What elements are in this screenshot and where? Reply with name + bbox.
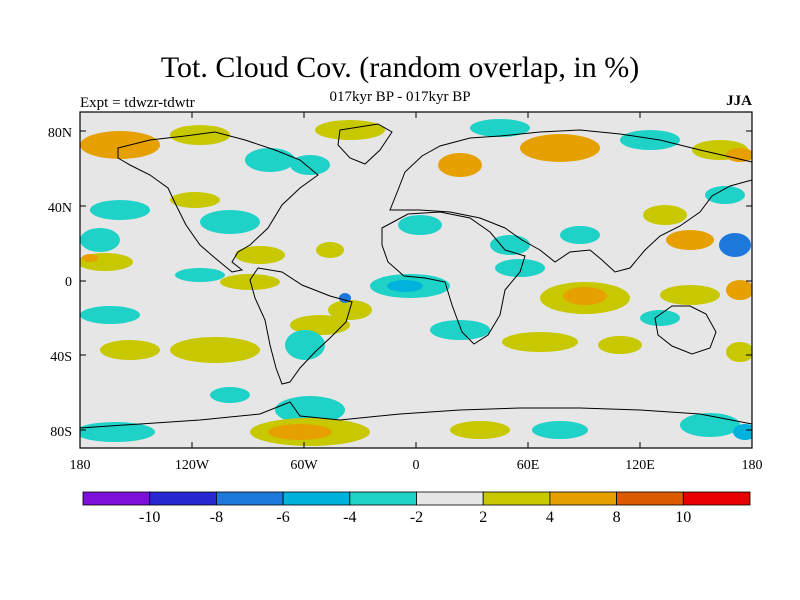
- axis-ticks: [79, 112, 753, 448]
- colorbar-label: -8: [210, 509, 223, 526]
- coastline-antarctica: [80, 401, 752, 429]
- coastline-north-america: [117, 131, 319, 273]
- anomaly-patch: [80, 422, 155, 442]
- anomaly-patch: [733, 424, 752, 440]
- anomaly-patch: [275, 396, 345, 424]
- anomaly-patch: [520, 134, 600, 162]
- lon-label: 120W: [175, 458, 210, 473]
- coastline-eurasia: [389, 129, 752, 273]
- anomaly-patch: [470, 119, 530, 137]
- anomaly-patch: [643, 205, 687, 225]
- lon-label: 0: [413, 458, 420, 473]
- anomaly-patch: [726, 148, 752, 162]
- anomaly-patch: [450, 421, 510, 439]
- anomaly-patch: [315, 120, 385, 140]
- anomaly-patch: [640, 310, 680, 326]
- experiment-label: Expt = tdwzr-tdwtr: [80, 95, 195, 111]
- colorbar-swatch: [349, 491, 417, 506]
- anomaly-patch: [620, 130, 680, 150]
- anomaly-patch: [430, 320, 490, 340]
- colorbar-label: 8: [613, 509, 621, 526]
- anomaly-patch: [495, 259, 545, 277]
- anomaly-patch: [170, 192, 220, 208]
- anomaly-patch: [90, 200, 150, 220]
- anomaly-patch: [726, 342, 752, 362]
- colorbar-label: -6: [276, 509, 289, 526]
- colorbar-label: 10: [675, 509, 691, 526]
- anomaly-patch: [490, 235, 530, 255]
- anomaly-patch: [80, 228, 120, 252]
- colorbar-labels: -10 -8 -6 -4 -2 2 4 8 10: [139, 509, 691, 526]
- lat-label: 0: [65, 275, 72, 290]
- lon-label: 120E: [625, 458, 655, 473]
- lon-label: 60W: [290, 458, 318, 473]
- anomaly-patch: [285, 330, 325, 360]
- anomaly-patch: [666, 230, 714, 250]
- anomaly-patch: [82, 254, 98, 262]
- coastlines: [80, 123, 752, 429]
- anomaly-patch: [175, 268, 225, 282]
- coastline-australia: [654, 305, 717, 355]
- chart-title: Tot. Cloud Cov. (random overlap, in %): [160, 51, 640, 84]
- colorbar-swatch: [282, 491, 351, 506]
- longitude-labels: 180 120W 60W 0 60E 120E 180: [70, 458, 763, 473]
- lon-label: 60E: [517, 458, 540, 473]
- anomaly-patch: [387, 280, 423, 292]
- anomaly-patch: [398, 215, 442, 235]
- anomaly-shading: [80, 119, 752, 446]
- colorbar-swatch: [682, 491, 751, 506]
- anomaly-patch: [100, 340, 160, 360]
- coastline-africa: [381, 211, 526, 345]
- colorbar-swatch: [82, 491, 151, 506]
- lat-label: 80N: [48, 126, 72, 141]
- anomaly-patch: [680, 413, 740, 437]
- anomaly-patch: [532, 421, 588, 439]
- anomaly-patch: [80, 306, 140, 324]
- colorbar-label: -4: [343, 509, 356, 526]
- anomaly-patch: [660, 285, 720, 305]
- anomaly-patch: [726, 280, 752, 300]
- anomaly-patch: [438, 153, 482, 177]
- colorbar-swatch: [549, 491, 618, 506]
- lat-label: 40N: [48, 201, 72, 216]
- colorbar-swatch: [482, 491, 551, 506]
- colorbar: [82, 491, 751, 506]
- lat-label: 40S: [50, 350, 72, 365]
- anomaly-patch: [210, 387, 250, 403]
- anomaly-patch: [719, 233, 751, 257]
- latitude-labels: 80N 40N 0 40S 80S: [48, 126, 72, 440]
- colorbar-swatch: [149, 491, 217, 506]
- colorbar-label: -10: [139, 509, 160, 526]
- colorbar-swatch: [416, 491, 484, 506]
- colorbar-swatch: [616, 491, 684, 506]
- colorbar-swatch: [215, 491, 284, 506]
- anomaly-patch: [563, 287, 607, 305]
- anomaly-patch: [268, 424, 332, 440]
- anomaly-patch: [705, 186, 745, 204]
- anomaly-patch: [170, 125, 230, 145]
- anomaly-patch: [502, 332, 578, 352]
- anomaly-patch: [220, 274, 280, 290]
- colorbar-label: 2: [479, 509, 487, 526]
- lat-label: 80S: [50, 425, 72, 440]
- coastline-greenland: [337, 123, 393, 165]
- anomaly-patch: [235, 246, 285, 264]
- anomaly-patch: [80, 131, 160, 159]
- lon-label: 180: [742, 458, 763, 473]
- colorbar-label: 4: [546, 509, 554, 526]
- season-label: JJA: [726, 93, 752, 109]
- coastline-south-america: [249, 267, 353, 385]
- lon-label: 180: [70, 458, 91, 473]
- anomaly-patch: [560, 226, 600, 244]
- chart-subtitle: 017kyr BP - 017kyr BP: [329, 89, 471, 105]
- anomaly-patch: [245, 148, 295, 172]
- anomaly-patch: [598, 336, 642, 354]
- anomaly-patch: [316, 242, 344, 258]
- colorbar-label: -2: [410, 509, 423, 526]
- anomaly-patch: [170, 337, 260, 363]
- anomaly-patch: [200, 210, 260, 234]
